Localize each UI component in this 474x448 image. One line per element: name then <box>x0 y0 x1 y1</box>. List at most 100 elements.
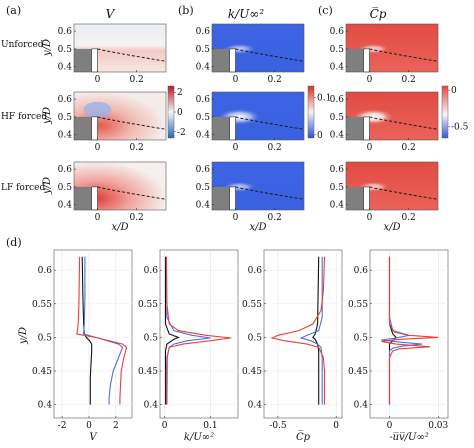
y-tick-label: 0.6 <box>330 27 345 37</box>
body-gap <box>363 116 370 141</box>
x-tick-label: 0 <box>367 75 373 85</box>
x-tick-label: -0.5 <box>269 421 287 431</box>
body-gap <box>229 186 236 211</box>
x-axis-label: k/U∞² <box>184 432 214 443</box>
body-block <box>212 48 230 72</box>
x-tick-label: 0.2 <box>401 143 415 153</box>
profile-plot-3: 0.6 0.55 0.5 0.45 0.4 -0.5 0 C̅p <box>242 249 343 443</box>
body-block <box>346 186 364 210</box>
heatmap-lf-forced-k: 0.6 0.5 0.4 0 0.2x/D <box>196 161 305 233</box>
x-tick-label: 0 <box>333 421 339 431</box>
x-tick-label: 0.2 <box>267 213 281 223</box>
x-tick-label: 0.03 <box>428 421 448 431</box>
profile-plot-2: 0.6 0.55 0.5 0.45 0.40 0.1k/U∞² <box>138 249 239 443</box>
y-tick-label: 0.4 <box>144 401 159 411</box>
y-tick-label: 0.6 <box>196 165 211 175</box>
x-axis-label: C̅p <box>296 431 311 443</box>
colorbar-tick-label: 2 <box>177 88 183 98</box>
x-tick-label: 0 <box>95 143 101 153</box>
y-tick-label: 0.6 <box>330 95 345 105</box>
x-tick-label: 0 <box>387 421 393 431</box>
x-tick-label: 0.2 <box>267 143 281 153</box>
y-tick-label: 0.55 <box>138 300 158 310</box>
colorbar-cp: 0 -0.5 <box>441 85 469 139</box>
heatmap-frame <box>73 23 167 73</box>
y-tick-label: 0.5 <box>248 333 263 343</box>
x-tick-label: 0 <box>86 421 92 431</box>
x-tick-label: 0 <box>367 213 373 223</box>
y-tick-label: 0.6 <box>58 165 73 175</box>
colorbar-tick-label: -2 <box>177 128 186 138</box>
x-tick-label: 0 <box>162 421 168 431</box>
shear-layer-trajectory <box>235 116 305 130</box>
heatmap-frame <box>211 91 305 141</box>
y-tick-label: 0.5 <box>144 333 159 343</box>
heatmap-lf-forced-v: 0.6 0.5 0.4 0 0.2 y/D x/D <box>42 161 167 233</box>
heatmap-frame <box>73 161 167 211</box>
x-tick-label: 0.2 <box>401 75 415 85</box>
y-tick-label: 0.6 <box>196 95 211 105</box>
body-gap <box>91 186 98 211</box>
colorbars: 2 0 -2 0.10 0-0.5 <box>167 85 469 141</box>
x-tick-label: 0 <box>95 213 101 223</box>
y-tick-label: 0.4 <box>58 63 73 73</box>
panel-tag-b: (b) <box>178 4 194 17</box>
body-gap <box>363 186 370 211</box>
x-tick-label: 0.1 <box>203 421 217 431</box>
y-tick-label: 0.5 <box>196 45 211 55</box>
heatmap-unforced-v: 0.6 0.5 0.4 0 0.2 y/D <box>42 23 167 85</box>
x-axis-label: x/D <box>249 222 266 233</box>
y-tick-label: 0.6 <box>248 266 263 276</box>
y-tick-label: 0.45 <box>32 367 52 377</box>
y-tick-label: 0.5 <box>196 113 211 123</box>
y-axis-label: y/D <box>42 39 53 57</box>
y-tick-label: 0.4 <box>330 201 345 211</box>
shear-layer-trajectory <box>97 186 167 200</box>
series-line-red <box>270 256 326 405</box>
y-tick-label: 0.6 <box>196 27 211 37</box>
y-axis-label: y/D <box>42 177 53 195</box>
x-tick-label: 0 <box>233 75 239 85</box>
x-tick-label: 0 <box>367 143 373 153</box>
x-axis-label: -u̅v̅/U∞² <box>389 432 429 443</box>
body-gap <box>363 48 370 73</box>
body-block <box>212 186 230 210</box>
x-axis-label: x/D <box>111 222 128 233</box>
panel-tag-a: (a) <box>6 4 21 17</box>
heatmap-lf-forced-cp: 0.6 0.5 0.4 0 0.2x/D <box>330 161 439 233</box>
shear-layer-trajectory <box>235 48 305 62</box>
heatmap-frame <box>211 161 305 211</box>
heatmap-frame <box>345 23 439 73</box>
series-line-red <box>165 256 232 405</box>
y-tick-label: 0.4 <box>38 401 53 411</box>
negative-v-lobe <box>83 101 112 118</box>
y-tick-label: 0.6 <box>354 266 369 276</box>
colorbar-tick-label: 0 <box>177 108 183 118</box>
y-tick-label: 0.4 <box>330 63 345 73</box>
colorbar-k: 0.10 <box>307 85 331 141</box>
body-block <box>346 48 364 72</box>
profile-plots: 0.60.550.50.450.4-2 0 2Vy/D0.60.550.50.450… <box>18 249 449 443</box>
y-tick-label: 0.6 <box>58 27 73 37</box>
row-label-lf: LF forced <box>1 183 46 193</box>
x-tick-label: 0 <box>233 143 239 153</box>
series-line-blue <box>381 256 423 405</box>
heatmap-unforced-k: 0.6 0.5 0.4 0 0.2 <box>196 23 305 85</box>
shear-layer-trajectory <box>235 186 305 200</box>
panel-tag-d: (d) <box>6 236 22 249</box>
y-tick-label: 0.5 <box>58 45 73 55</box>
colorbar-v: 2 0 -2 <box>167 85 186 139</box>
column-title-v: V <box>106 7 116 21</box>
y-tick-label: 0.6 <box>38 266 53 276</box>
column-title-k: k/U∞² <box>228 7 264 21</box>
series-line-black <box>81 256 93 405</box>
shear-layer-trajectory <box>369 48 439 62</box>
y-tick-label: 0.4 <box>354 401 369 411</box>
profile-plot-1: 0.6 0.55 0.5 0.45 0.4 -2 0 2 Vy/D <box>18 249 133 443</box>
body-gap <box>91 48 98 73</box>
series-line-blue <box>83 256 124 405</box>
heatmap-frame <box>211 23 305 73</box>
y-tick-label: 0.5 <box>330 113 345 123</box>
colorbar-gradient <box>307 85 315 139</box>
series-line-black <box>164 256 180 405</box>
